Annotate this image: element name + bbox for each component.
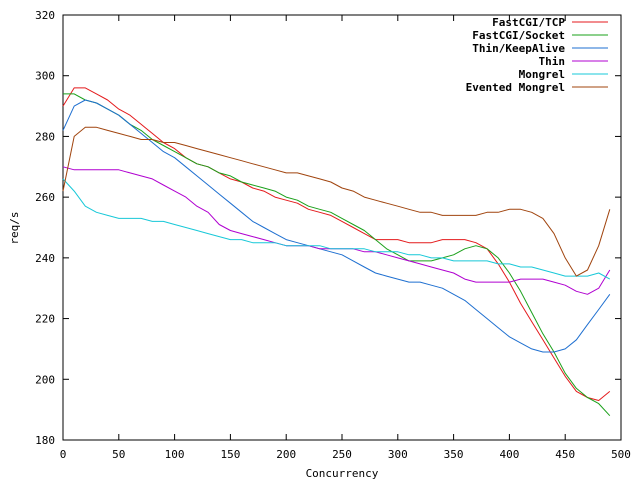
series-line-evented-mongrel (62, 126, 611, 277)
y-axis-title: req/s (8, 211, 21, 244)
y-axis: 180 200 220 240 260 280 300 320 (35, 9, 621, 447)
x-tick-label: 100 (165, 448, 185, 461)
y-tick-label: 220 (35, 313, 55, 326)
y-tick-label: 240 (35, 252, 55, 265)
series-line-fastcgi-socket (63, 93, 611, 417)
y-tick-label: 280 (35, 130, 55, 143)
x-tick-label: 200 (276, 448, 296, 461)
x-tick-label: 150 (220, 448, 240, 461)
x-tick-label: 400 (499, 448, 519, 461)
x-tick-label: 350 (444, 448, 464, 461)
y-tick-label: 180 (35, 434, 55, 447)
series-line-thin (62, 166, 611, 295)
legend-label: Evented Mongrel (466, 81, 565, 94)
series-line-thin-keepalive (62, 99, 611, 353)
legend-label: Mongrel (519, 68, 565, 81)
x-axis-title: Concurrency (306, 467, 379, 480)
y-tick-label: 300 (35, 70, 55, 83)
x-tick-label: 50 (112, 448, 125, 461)
y-tick-label: 320 (35, 9, 55, 22)
y-tick-label: 200 (35, 373, 55, 386)
series-group (62, 87, 611, 417)
legend-label: Thin/KeepAlive (472, 42, 565, 55)
legend: FastCGI/TCPFastCGI/SocketThin/KeepAliveT… (466, 16, 608, 94)
series-line-mongrel (62, 178, 611, 280)
legend-label: FastCGI/Socket (472, 29, 565, 42)
x-axis: 0 50 100 150 200 250 300 350 400 450 500 (60, 15, 631, 461)
y-tick-label: 260 (35, 191, 55, 204)
x-tick-label: 500 (611, 448, 631, 461)
legend-label: FastCGI/TCP (492, 16, 565, 29)
legend-label: Thin (539, 55, 566, 68)
x-tick-label: 300 (388, 448, 408, 461)
x-tick-label: 0 (60, 448, 67, 461)
x-tick-label: 250 (332, 448, 352, 461)
series-line-fastcgi-tcp (62, 87, 611, 401)
x-tick-label: 450 (555, 448, 575, 461)
